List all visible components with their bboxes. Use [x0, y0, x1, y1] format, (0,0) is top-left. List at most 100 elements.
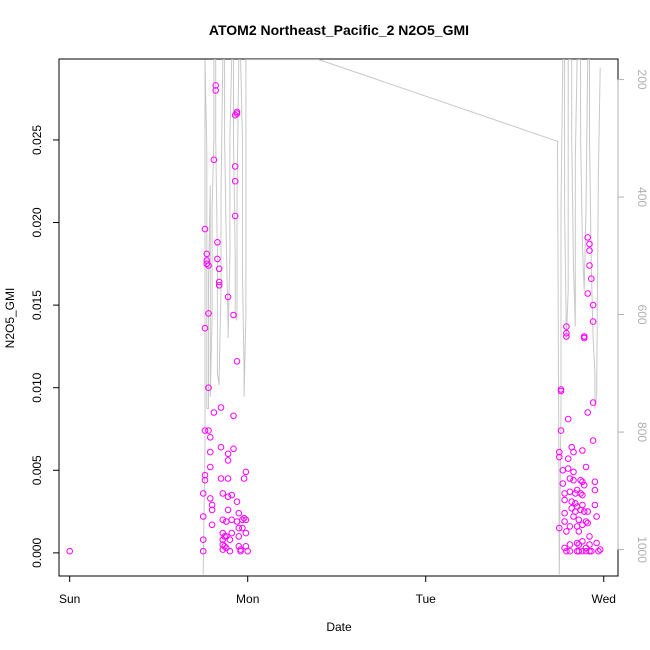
data-point [586, 541, 593, 548]
data-point [586, 262, 593, 269]
data-point [586, 547, 593, 555]
data-point [230, 445, 237, 453]
data-point [203, 260, 211, 268]
data-point [239, 524, 246, 532]
data-point [207, 463, 214, 471]
x-tick-label: Mon [236, 592, 259, 606]
data-point [224, 450, 232, 458]
data-point [231, 163, 239, 170]
data-point [199, 536, 207, 544]
data-point [201, 471, 209, 479]
data-point [210, 156, 218, 164]
data-point [570, 448, 577, 456]
data-point [228, 491, 235, 499]
data-point [199, 513, 207, 520]
data-point [219, 546, 227, 553]
data-point [584, 290, 592, 297]
data-point [595, 547, 602, 555]
data-point [579, 547, 586, 555]
data-point [228, 516, 235, 524]
data-point [564, 455, 572, 463]
data-point [217, 404, 225, 411]
data-point [588, 547, 595, 555]
data-point [214, 239, 221, 246]
data-point [561, 509, 568, 517]
data-point [240, 514, 248, 522]
data-point [224, 506, 232, 514]
data-point [556, 524, 563, 532]
data-point [201, 476, 209, 484]
data-point [239, 516, 246, 524]
data-point [589, 318, 597, 325]
data-point [580, 333, 588, 340]
data-point [563, 329, 570, 337]
data-point [207, 448, 214, 456]
y-tick-label: 0.020 [30, 207, 44, 237]
y-tick-label: 0.025 [30, 125, 44, 155]
data-point [244, 547, 251, 555]
data-point [219, 536, 227, 544]
data-point [219, 541, 227, 548]
data-point [556, 448, 563, 456]
data-point [589, 399, 597, 406]
data-point [563, 528, 570, 535]
data-point [215, 282, 223, 289]
data-point [579, 538, 586, 545]
data-point [591, 501, 599, 509]
data-point [208, 506, 216, 514]
y2-axis: 200 400 600 800 1000 [617, 70, 649, 563]
y2-tick-label: 1000 [635, 536, 649, 563]
data-point [235, 509, 243, 517]
data-point [586, 240, 593, 248]
data-point [207, 434, 214, 441]
data-point [224, 457, 232, 464]
data-point [582, 518, 590, 525]
y2-tick-label: 200 [635, 70, 649, 90]
data-point [242, 529, 250, 537]
data-point [205, 262, 212, 269]
data-point [201, 427, 209, 434]
data-point [580, 481, 588, 489]
data-point [573, 503, 581, 510]
data-point [575, 516, 583, 524]
x-axis-label: Date [326, 620, 352, 634]
data-point [208, 521, 216, 529]
data-point [223, 518, 230, 525]
data-point [568, 498, 576, 506]
data-point [228, 529, 235, 537]
data-point [566, 547, 574, 555]
data-point [588, 275, 595, 283]
data-point [561, 518, 568, 525]
data-point [559, 480, 567, 487]
data-point [223, 533, 230, 540]
data-point [563, 323, 570, 330]
data-point [199, 490, 207, 497]
data-point [575, 541, 583, 548]
data-point [235, 524, 243, 532]
scatter-series [66, 82, 604, 555]
data-point [215, 278, 223, 286]
data-point [242, 516, 250, 524]
chart-title: ATOM2 Northeast_Pacific_2 N2O5_GMI [209, 22, 469, 38]
data-point [591, 486, 599, 494]
data-point [203, 250, 211, 258]
data-point [593, 513, 600, 520]
data-point [570, 468, 577, 476]
x-tick-label: Wed [592, 592, 616, 606]
data-point [221, 543, 228, 550]
data-point [223, 544, 230, 552]
data-point [582, 463, 590, 471]
x-axis: Sun Mon Tue Wed [59, 575, 616, 606]
data-point [563, 547, 570, 555]
data-point [219, 529, 227, 537]
data-point [566, 488, 574, 496]
data-point [584, 409, 592, 416]
data-point [199, 547, 207, 555]
data-point [201, 324, 209, 332]
y2-tick-label: 400 [635, 187, 649, 207]
data-point [589, 301, 597, 309]
data-point [215, 265, 223, 273]
data-point [561, 544, 568, 552]
y-axis: 0.000 0.005 0.010 0.015 0.020 0.025 [30, 125, 60, 568]
data-point [580, 508, 588, 515]
